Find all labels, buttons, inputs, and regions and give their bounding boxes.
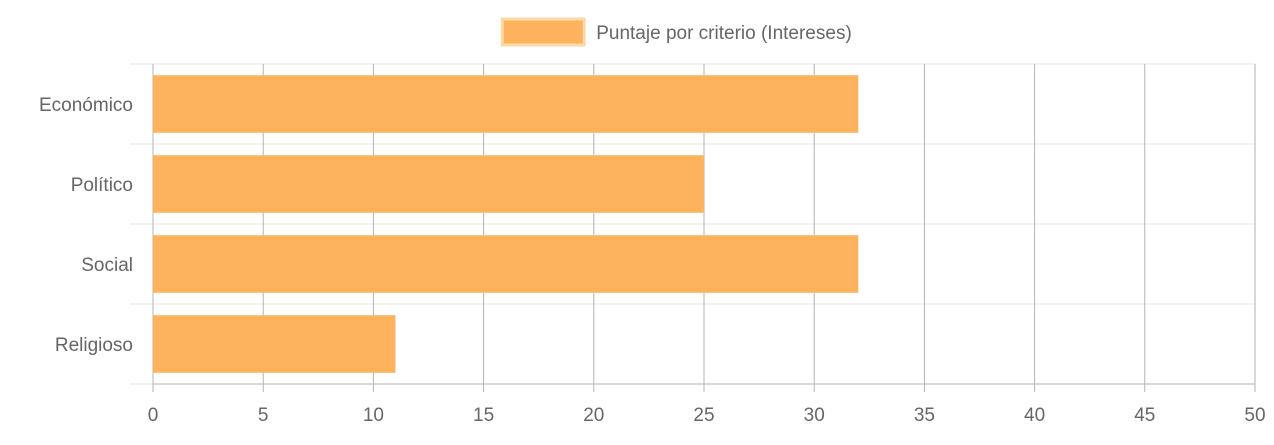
y-tick-label: Social: [81, 255, 133, 276]
y-tick-label: Político: [71, 175, 133, 196]
legend[interactable]: Puntaje por criterio (Intereses): [500, 17, 852, 47]
x-tick-label: 5: [258, 405, 269, 426]
x-tick-label: 15: [473, 405, 494, 426]
bar[interactable]: [153, 155, 704, 213]
x-tick-label: 20: [583, 405, 604, 426]
legend-label[interactable]: Puntaje por criterio (Intereses): [596, 23, 852, 44]
y-tick-label: Religioso: [55, 335, 133, 356]
x-tick-label: 50: [1244, 405, 1265, 426]
bar[interactable]: [153, 315, 396, 373]
x-tick-label: 30: [804, 405, 825, 426]
x-tick-label: 35: [914, 405, 935, 426]
x-tick-label: 0: [148, 405, 159, 426]
y-tick-label: Económico: [39, 95, 133, 116]
axis-layer: 0 5 10 15 20 25 30 35 40 45 50 Económico Político Soc…: [39, 95, 1266, 426]
bar[interactable]: [153, 75, 859, 133]
bars-layer: [153, 75, 859, 373]
bar[interactable]: [153, 235, 859, 293]
x-tick-label: 40: [1024, 405, 1045, 426]
x-tick-label: 45: [1134, 405, 1155, 426]
x-tick-label: 25: [693, 405, 714, 426]
x-tick-label: 10: [363, 405, 384, 426]
legend-swatch[interactable]: [500, 17, 586, 47]
